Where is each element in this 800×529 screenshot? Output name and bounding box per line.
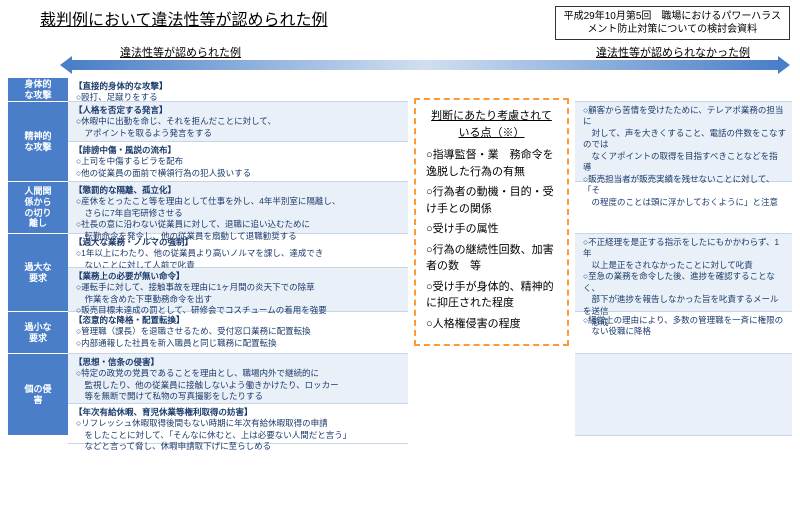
- content-grid: 身体的な攻撃精神的な攻撃人間関係からの切り離し過大な要求過小な要求個の侵害 【直…: [0, 64, 800, 448]
- consideration-box: 判断にあたり考慮されている点（※） ○指導監督・業 務命令を逸脱した行為の有無 ○…: [414, 98, 569, 346]
- category-5: 個の侵害: [8, 354, 68, 436]
- header-meta-line1: 平成29年10月第5回 職場におけるパワーハラス: [564, 10, 781, 23]
- mid-section-3: 【懲罰的な隔離、孤立化】○産休をとったこと等を理由として仕事を外し、4年半別室に…: [68, 182, 408, 234]
- center-item-0: ○指導監督・業 務命令を逸脱した行為の有無: [426, 147, 557, 180]
- center-item-2: ○受け手の属性: [426, 221, 557, 238]
- right-section-2: [575, 182, 792, 234]
- right-line-3-1: 以上是正をされなかったことに対して叱責: [581, 260, 786, 271]
- page-title: 裁判例において違法性等が認められた例: [10, 6, 555, 30]
- mid-line-5-0: ○運転手に対して、接触事故を理由に1ヶ月間の炎天下での除草: [74, 282, 402, 293]
- mid-line-1-1: アポイントを取るよう発言をする: [74, 128, 402, 139]
- mid-line-8-0: ○リフレッシュ休暇取得後間もない時期に年次有給休暇取得の申請: [74, 418, 402, 429]
- not-recognized-column: ○顧客から苦情を受けたために、テレアポ業務の担当に 対して、声を大きくすること、…: [575, 78, 792, 444]
- right-line-1-2: なくアポイントの取得を目指すべきことなどを指導: [581, 151, 786, 174]
- mid-section-head-1: 【人格を否定する発言】: [74, 105, 402, 116]
- arrow-label-left: 違法性等が認められた例: [120, 44, 241, 60]
- mid-section-head-4: 【過大な業務・ノルマの強制】: [74, 237, 402, 248]
- mid-line-3-0: ○産休をとったこと等を理由として仕事を外し、4年半別室に隔離し、: [74, 196, 402, 207]
- right-line-3-0: ○不正経理を是正する指示をしたにもかかわらず、1年: [581, 237, 786, 260]
- category-2: 人間関係からの切り離し: [8, 182, 68, 234]
- mid-section-head-7: 【思想・信条の侵害】: [74, 357, 402, 368]
- right-section-5: [575, 354, 792, 436]
- arrow-label-right: 違法性等が認められなかった例: [596, 44, 750, 60]
- mid-section-head-2: 【誹謗中傷・風説の流布】: [74, 145, 402, 156]
- mid-line-6-0: ○管理職（課長）を退職させるため、受付窓口業務に配置転換: [74, 326, 402, 337]
- category-3: 過大な要求: [8, 234, 68, 312]
- mid-section-8: 【年次有給休暇、育児休業等権利取得の妨害】○リフレッシュ休暇取得後間もない時期に…: [68, 404, 408, 444]
- right-line-1-0: ○顧客から苦情を受けたために、テレアポ業務の担当に: [581, 105, 786, 128]
- category-column: 身体的な攻撃精神的な攻撃人間関係からの切り離し過大な要求過小な要求個の侵害: [8, 78, 68, 444]
- mid-line-3-2: ○社長の意に沿わない従業員に対して、退職に追い込むために: [74, 219, 402, 230]
- mid-line-3-1: さらに7年自宅研修させる: [74, 208, 402, 219]
- mid-section-head-8: 【年次有給休暇、育児休業等権利取得の妨害】: [74, 407, 402, 418]
- mid-section-2: 【誹謗中傷・風説の流布】○上司を中傷するビラを配布○他の従業員の面前で横領行為の…: [68, 142, 408, 182]
- mid-line-7-0: ○特定の政党の党員であることを理由とし、職場内外で継続的に: [74, 368, 402, 379]
- mid-section-7: 【思想・信条の侵害】○特定の政党の党員であることを理由とし、職場内外で継続的に …: [68, 354, 408, 404]
- mid-line-2-1: ○他の従業員の面前で横領行為の犯人扱いする: [74, 168, 402, 179]
- center-item-4: ○受け手が身体的、精神的に抑圧された程度: [426, 279, 557, 312]
- header-meta-box: 平成29年10月第5回 職場におけるパワーハラス メント防止対策についての検討会…: [555, 6, 790, 40]
- mid-section-5: 【業務上の必要が無い命令】○運転手に対して、接触事故を理由に1ヶ月間の炎天下での…: [68, 268, 408, 312]
- right-section-0: [575, 78, 792, 102]
- mid-section-1: 【人格を否定する発言】○休暇中に出勤を命じ、それを拒んだことに対して、 アポイン…: [68, 102, 408, 142]
- mid-section-head-5: 【業務上の必要が無い命令】: [74, 271, 402, 282]
- mid-line-8-2: などと言って脅し、休暇申請取下げに至らしめる: [74, 441, 402, 452]
- category-0: 身体的な攻撃: [8, 78, 68, 102]
- right-line-4-1: ない役職に降格: [581, 326, 786, 337]
- mid-section-6: 【恣意的な降格・配置転換】○管理職（課長）を退職させるため、受付窓口業務に配置転…: [68, 312, 408, 354]
- mid-section-head-0: 【直接的身体的な攻撃】: [74, 81, 402, 92]
- header-meta-line2: メント防止対策についての検討会資料: [564, 23, 781, 36]
- category-4: 過小な要求: [8, 312, 68, 354]
- gradient-arrow: [70, 60, 780, 70]
- mid-line-8-1: をしたことに対して、「そんなに休むと、上は必要ない人間だと言う」: [74, 430, 402, 441]
- center-item-5: ○人格権侵害の程度: [426, 316, 557, 333]
- mid-line-5-1: 作業を含めた下車勤務命令を出す: [74, 294, 402, 305]
- right-section-3: ○不正経理を是正する指示をしたにもかかわらず、1年 以上是正をされなかったことに…: [575, 234, 792, 312]
- right-line-3-2: ○至急の業務を命令した後、進捗を確認することなく、: [581, 271, 786, 294]
- mid-section-0: 【直接的身体的な攻撃】○殴打、足蹴りをする: [68, 78, 408, 102]
- right-section-4: ○経営上の理由により、多数の管理職を一斉に権限の ない役職に降格: [575, 312, 792, 354]
- right-section-1: ○顧客から苦情を受けたために、テレアポ業務の担当に 対して、声を大きくすること、…: [575, 102, 792, 182]
- mid-line-4-0: ○1年以上にわたり、他の従業員より高いノルマを課し、達成でき: [74, 248, 402, 259]
- mid-line-1-0: ○休暇中に出勤を命じ、それを拒んだことに対して、: [74, 116, 402, 127]
- mid-section-4: 【過大な業務・ノルマの強制】○1年以上にわたり、他の従業員より高いノルマを課し、…: [68, 234, 408, 268]
- recognized-column: 【直接的身体的な攻撃】○殴打、足蹴りをする【人格を否定する発言】○休暇中に出勤を…: [68, 78, 408, 444]
- right-line-1-1: 対して、声を大きくすること、電話の件数をこなすのでは: [581, 128, 786, 151]
- mid-section-head-3: 【懲罰的な隔離、孤立化】: [74, 185, 402, 196]
- mid-line-7-1: 監視したり、他の従業員に接触しないよう働きかけたり、ロッカー: [74, 380, 402, 391]
- mid-line-7-2: 等を無断で開けて私物の写真撮影をしたりする: [74, 391, 402, 402]
- category-1: 精神的な攻撃: [8, 102, 68, 182]
- mid-section-head-6: 【恣意的な降格・配置転換】: [74, 315, 402, 326]
- mid-line-6-1: ○内部通報した社員を新入職員と同じ職務に配置転換: [74, 338, 402, 349]
- consideration-title: 判断にあたり考慮されている点（※）: [426, 108, 557, 141]
- right-line-4-0: ○経営上の理由により、多数の管理職を一斉に権限の: [581, 315, 786, 326]
- center-item-1: ○行為者の動機・目的・受け手との関係: [426, 184, 557, 217]
- mid-line-2-0: ○上司を中傷するビラを配布: [74, 156, 402, 167]
- center-item-3: ○行為の継続性回数、加害者の数 等: [426, 242, 557, 275]
